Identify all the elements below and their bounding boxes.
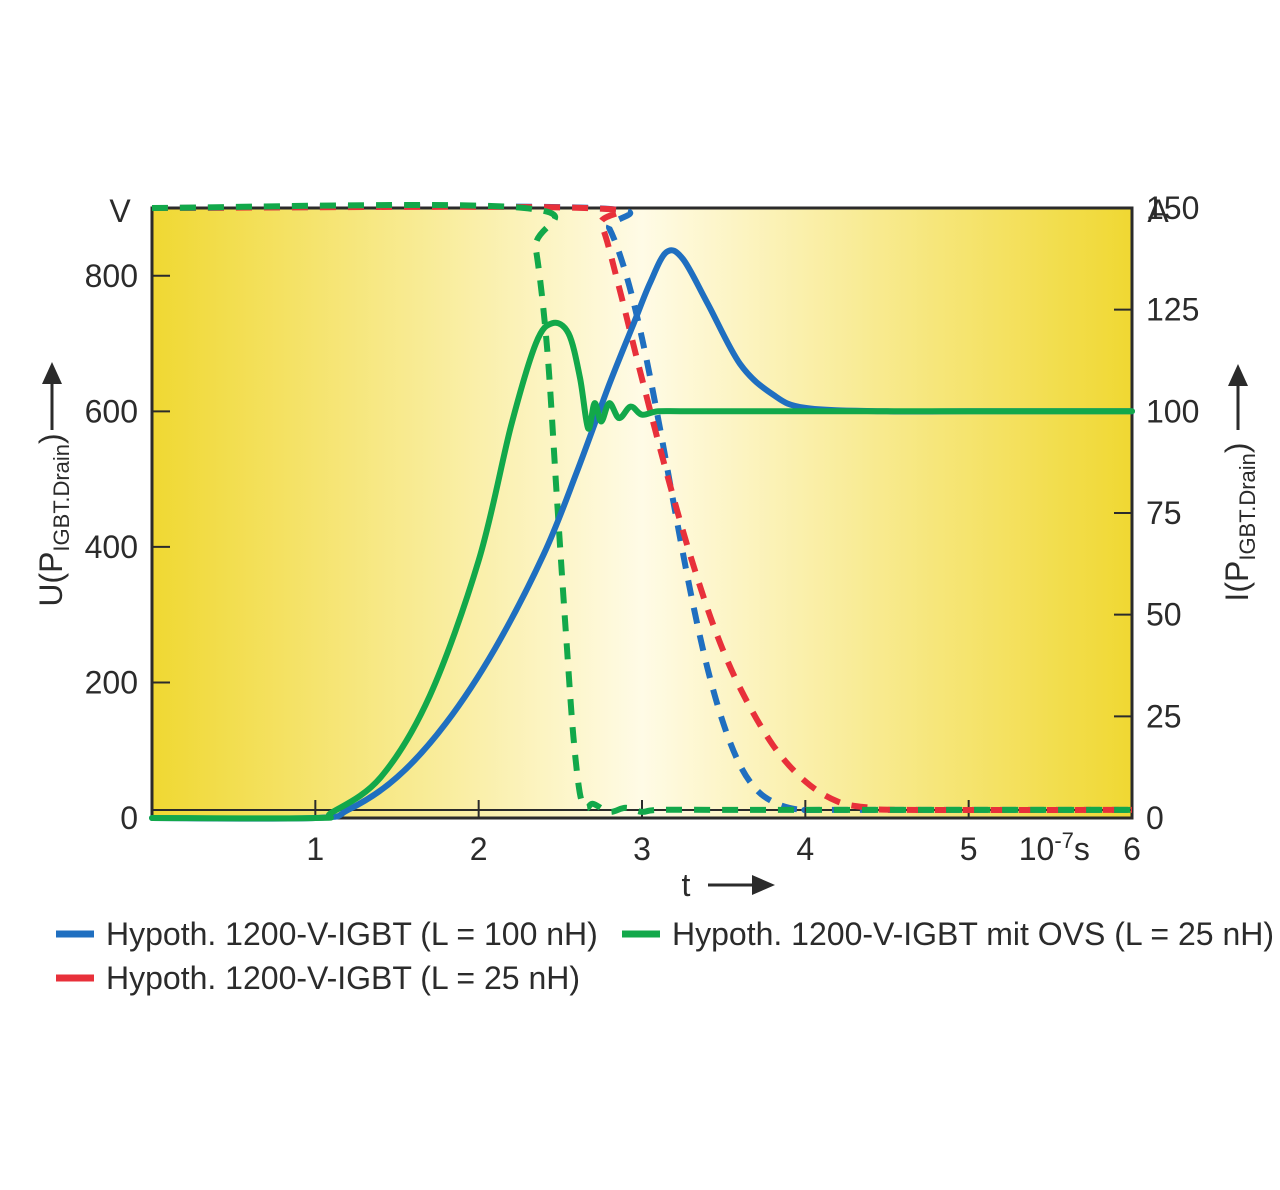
left-axis-arrow-icon — [42, 362, 62, 430]
left-tick-label: 600 — [85, 393, 138, 429]
right-tick-label: 0 — [1146, 800, 1164, 836]
x-tick-label: 4 — [796, 831, 814, 867]
right-tick-label: 125 — [1146, 292, 1199, 328]
x-tick-label: 5 — [960, 831, 978, 867]
voltage-series-line — [149, 319, 1135, 822]
right-axis-ticks: 0 25 50 75 100 125 150 — [1114, 190, 1199, 836]
x-axis-unit: 10-7s — [1019, 828, 1090, 868]
right-tick-label: 150 — [1146, 190, 1199, 226]
right-axis-label-sub: IGBT.Drain — [1235, 453, 1260, 561]
series-layer — [149, 201, 1135, 822]
left-axis-unit: V — [109, 193, 131, 229]
x-tick-label: 1 — [306, 831, 324, 867]
left-axis-label-close: ) — [33, 433, 69, 444]
x-axis-unit-base: 10 — [1019, 831, 1055, 867]
svg-text:I(PIGBT.Drain): I(PIGBT.Drain) — [1219, 442, 1260, 601]
right-tick-label: 50 — [1146, 597, 1182, 633]
left-axis-label: U(PIGBT.Drain) — [33, 433, 74, 606]
legend-label: Hypoth. 1200-V-IGBT (L = 25 nH) — [106, 960, 580, 996]
svg-text:U(PIGBT.Drain): U(PIGBT.Drain) — [33, 433, 74, 606]
x-tick-label: 6 — [1123, 831, 1141, 867]
right-axis-arrow-icon — [1228, 364, 1248, 430]
x-axis-unit-exp: -7 — [1054, 828, 1074, 853]
right-axis-label: I(PIGBT.Drain) — [1219, 442, 1260, 601]
left-tick-label: 400 — [85, 529, 138, 565]
left-tick-label: 800 — [85, 258, 138, 294]
left-axis-label-sub: IGBT.Drain — [49, 444, 74, 552]
right-tick-label: 25 — [1146, 698, 1182, 734]
legend: Hypoth. 1200-V-IGBT (L = 100 nH) Hypoth. … — [56, 916, 1274, 996]
right-axis-label-main: I(P — [1219, 561, 1255, 602]
left-tick-label: 0 — [120, 800, 138, 836]
x-axis-arrow-icon — [708, 875, 775, 895]
right-axis-unit: A — [1147, 193, 1169, 229]
left-tick-label: 200 — [85, 664, 138, 700]
x-axis-ticks: 1 2 3 4 5 6 — [306, 800, 1141, 867]
left-axis-ticks: 0 200 400 600 800 — [85, 258, 170, 836]
x-axis-unit-suffix: s — [1074, 831, 1090, 867]
current-series-line — [151, 203, 1132, 814]
right-axis-label-close: ) — [1219, 442, 1255, 453]
x-tick-label: 3 — [633, 831, 651, 867]
x-tick-label: 2 — [470, 831, 488, 867]
legend-label: Hypoth. 1200-V-IGBT mit OVS (L = 25 nH) — [672, 916, 1274, 952]
legend-label: Hypoth. 1200-V-IGBT (L = 100 nH) — [106, 916, 598, 952]
current-series-line — [151, 201, 1132, 815]
right-tick-label: 100 — [1146, 393, 1199, 429]
x-axis-label: t — [682, 867, 691, 903]
left-axis-label-main: U(P — [33, 552, 69, 607]
right-tick-label: 75 — [1146, 495, 1182, 531]
